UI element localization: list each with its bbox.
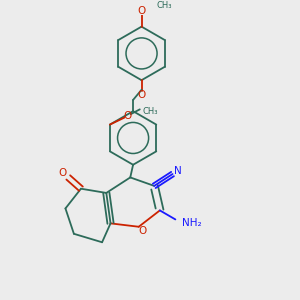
Text: O: O <box>137 6 146 16</box>
Text: O: O <box>139 226 147 236</box>
Text: O: O <box>124 111 132 121</box>
Text: CH₃: CH₃ <box>156 1 172 10</box>
Text: NH₂: NH₂ <box>182 218 201 228</box>
Text: N: N <box>174 166 182 176</box>
Text: O: O <box>58 168 66 178</box>
Text: CH₃: CH₃ <box>142 107 158 116</box>
Text: O: O <box>137 90 146 100</box>
